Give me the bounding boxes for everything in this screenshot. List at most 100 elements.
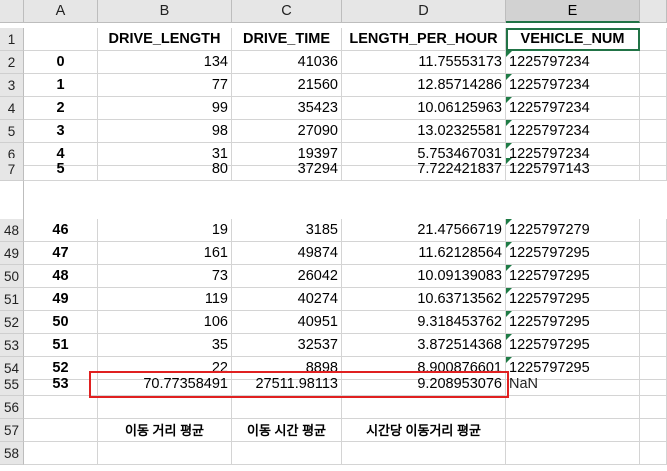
cell-a[interactable]: 46	[24, 219, 98, 242]
cell-d[interactable]: 13.02325581	[342, 120, 506, 143]
cell-b[interactable]: 134	[98, 51, 232, 74]
row-header[interactable]: 50	[0, 265, 24, 288]
cell-f[interactable]	[640, 373, 667, 396]
cell-a[interactable]	[24, 28, 98, 51]
cell-b[interactable]	[98, 442, 232, 465]
cell-f[interactable]	[640, 97, 667, 120]
row-header[interactable]: 5	[0, 120, 24, 143]
cell-e-header[interactable]: VEHICLE_NUM	[506, 28, 640, 51]
cell-c[interactable]: 35423	[232, 97, 342, 120]
cell-f[interactable]	[640, 74, 667, 97]
cell-e[interactable]: 1225797295	[506, 242, 640, 265]
column-header-a[interactable]: A	[24, 0, 98, 23]
cell-f[interactable]	[640, 442, 667, 465]
cell-b[interactable]: 119	[98, 288, 232, 311]
row-header[interactable]: 52	[0, 311, 24, 334]
row-header[interactable]: 4	[0, 97, 24, 120]
cell-a[interactable]: 3	[24, 120, 98, 143]
cell-e[interactable]: 1225797295	[506, 357, 640, 380]
cell-f[interactable]	[640, 311, 667, 334]
cell-a[interactable]: 52	[24, 357, 98, 380]
cell-c[interactable]: 32537	[232, 334, 342, 357]
cell-b[interactable]: 161	[98, 242, 232, 265]
cell-a[interactable]: 1	[24, 74, 98, 97]
cell-a[interactable]: 0	[24, 51, 98, 74]
cell-a[interactable]: 53	[24, 373, 98, 396]
cell-d[interactable]: 9.318453762	[342, 311, 506, 334]
cell-d-header[interactable]: LENGTH_PER_HOUR	[342, 28, 506, 51]
cell-a[interactable]: 4	[24, 143, 98, 166]
cell-c[interactable]	[232, 396, 342, 419]
cell-e[interactable]: 1225797234	[506, 51, 640, 74]
cell-f[interactable]	[640, 334, 667, 357]
cell-a[interactable]: 49	[24, 288, 98, 311]
column-header-e[interactable]: E	[506, 0, 640, 23]
cell-c[interactable]: 3185	[232, 219, 342, 242]
cell-e-nan[interactable]: NaN	[506, 373, 640, 396]
cell-d[interactable]: 11.62128564	[342, 242, 506, 265]
cell-f[interactable]	[640, 51, 667, 74]
row-header[interactable]: 53	[0, 334, 24, 357]
cell-d[interactable]: 21.47566719	[342, 219, 506, 242]
cell-f[interactable]	[640, 158, 667, 181]
cell-a[interactable]: 5	[24, 158, 98, 181]
cell-a[interactable]: 2	[24, 97, 98, 120]
cell-f[interactable]	[640, 120, 667, 143]
row-header[interactable]: 48	[0, 219, 24, 242]
cell-e[interactable]: 1225797295	[506, 334, 640, 357]
cell-c[interactable]: 41036	[232, 51, 342, 74]
cell-c-header[interactable]: DRIVE_TIME	[232, 28, 342, 51]
cell-c[interactable]: 40274	[232, 288, 342, 311]
cell-b[interactable]: 31	[98, 143, 232, 166]
cell-b[interactable]: 77	[98, 74, 232, 97]
row-header[interactable]: 57	[0, 419, 24, 442]
cell-b[interactable]: 35	[98, 334, 232, 357]
cell-e[interactable]: 1225797143	[506, 158, 640, 181]
cell-c[interactable]: 21560	[232, 74, 342, 97]
cell-c[interactable]: 27090	[232, 120, 342, 143]
cell-c[interactable]: 37294	[232, 158, 342, 181]
row-header[interactable]: 1	[0, 28, 24, 51]
cell-f[interactable]	[640, 265, 667, 288]
cell-c-average[interactable]: 27511.98113	[232, 373, 342, 396]
cell-e[interactable]: 1225797295	[506, 311, 640, 334]
cell-f[interactable]	[640, 419, 667, 442]
cell-b[interactable]: 106	[98, 311, 232, 334]
cell-e[interactable]	[506, 419, 640, 442]
column-header-f[interactable]	[640, 0, 667, 23]
cell-d-average[interactable]: 9.208953076	[342, 373, 506, 396]
cell-f[interactable]	[640, 242, 667, 265]
cell-d[interactable]: 11.75553173	[342, 51, 506, 74]
column-header-b[interactable]: B	[98, 0, 232, 23]
cell-c[interactable]	[232, 442, 342, 465]
note-avg-distance-per-hour[interactable]: 시간당 이동거리 평균	[342, 419, 506, 442]
cell-b[interactable]	[98, 396, 232, 419]
cell-a[interactable]	[24, 419, 98, 442]
cell-b[interactable]: 98	[98, 120, 232, 143]
cell-b[interactable]: 19	[98, 219, 232, 242]
row-header[interactable]: 51	[0, 288, 24, 311]
row-header[interactable]: 56	[0, 396, 24, 419]
column-header-d[interactable]: D	[342, 0, 506, 23]
cell-d[interactable]: 12.85714286	[342, 74, 506, 97]
cell-c[interactable]: 19397	[232, 143, 342, 166]
cell-f[interactable]	[640, 288, 667, 311]
row-header[interactable]: 55	[0, 373, 24, 396]
cell-e[interactable]: 1225797234	[506, 120, 640, 143]
cell-b-average[interactable]: 70.77358491	[98, 373, 232, 396]
cell-b[interactable]: 99	[98, 97, 232, 120]
note-avg-distance[interactable]: 이동 거리 평균	[98, 419, 232, 442]
cell-b[interactable]: 73	[98, 265, 232, 288]
cell-d[interactable]	[342, 442, 506, 465]
cell-f[interactable]	[640, 219, 667, 242]
select-all-corner[interactable]	[0, 0, 24, 23]
cell-e[interactable]: 1225797295	[506, 265, 640, 288]
cell-e[interactable]	[506, 442, 640, 465]
row-header[interactable]: 2	[0, 51, 24, 74]
cell-e[interactable]: 1225797234	[506, 74, 640, 97]
cell-c[interactable]: 49874	[232, 242, 342, 265]
row-header[interactable]: 7	[0, 158, 24, 181]
cell-a[interactable]	[24, 396, 98, 419]
cell-e[interactable]: 1225797234	[506, 143, 640, 166]
cell-e[interactable]	[506, 396, 640, 419]
